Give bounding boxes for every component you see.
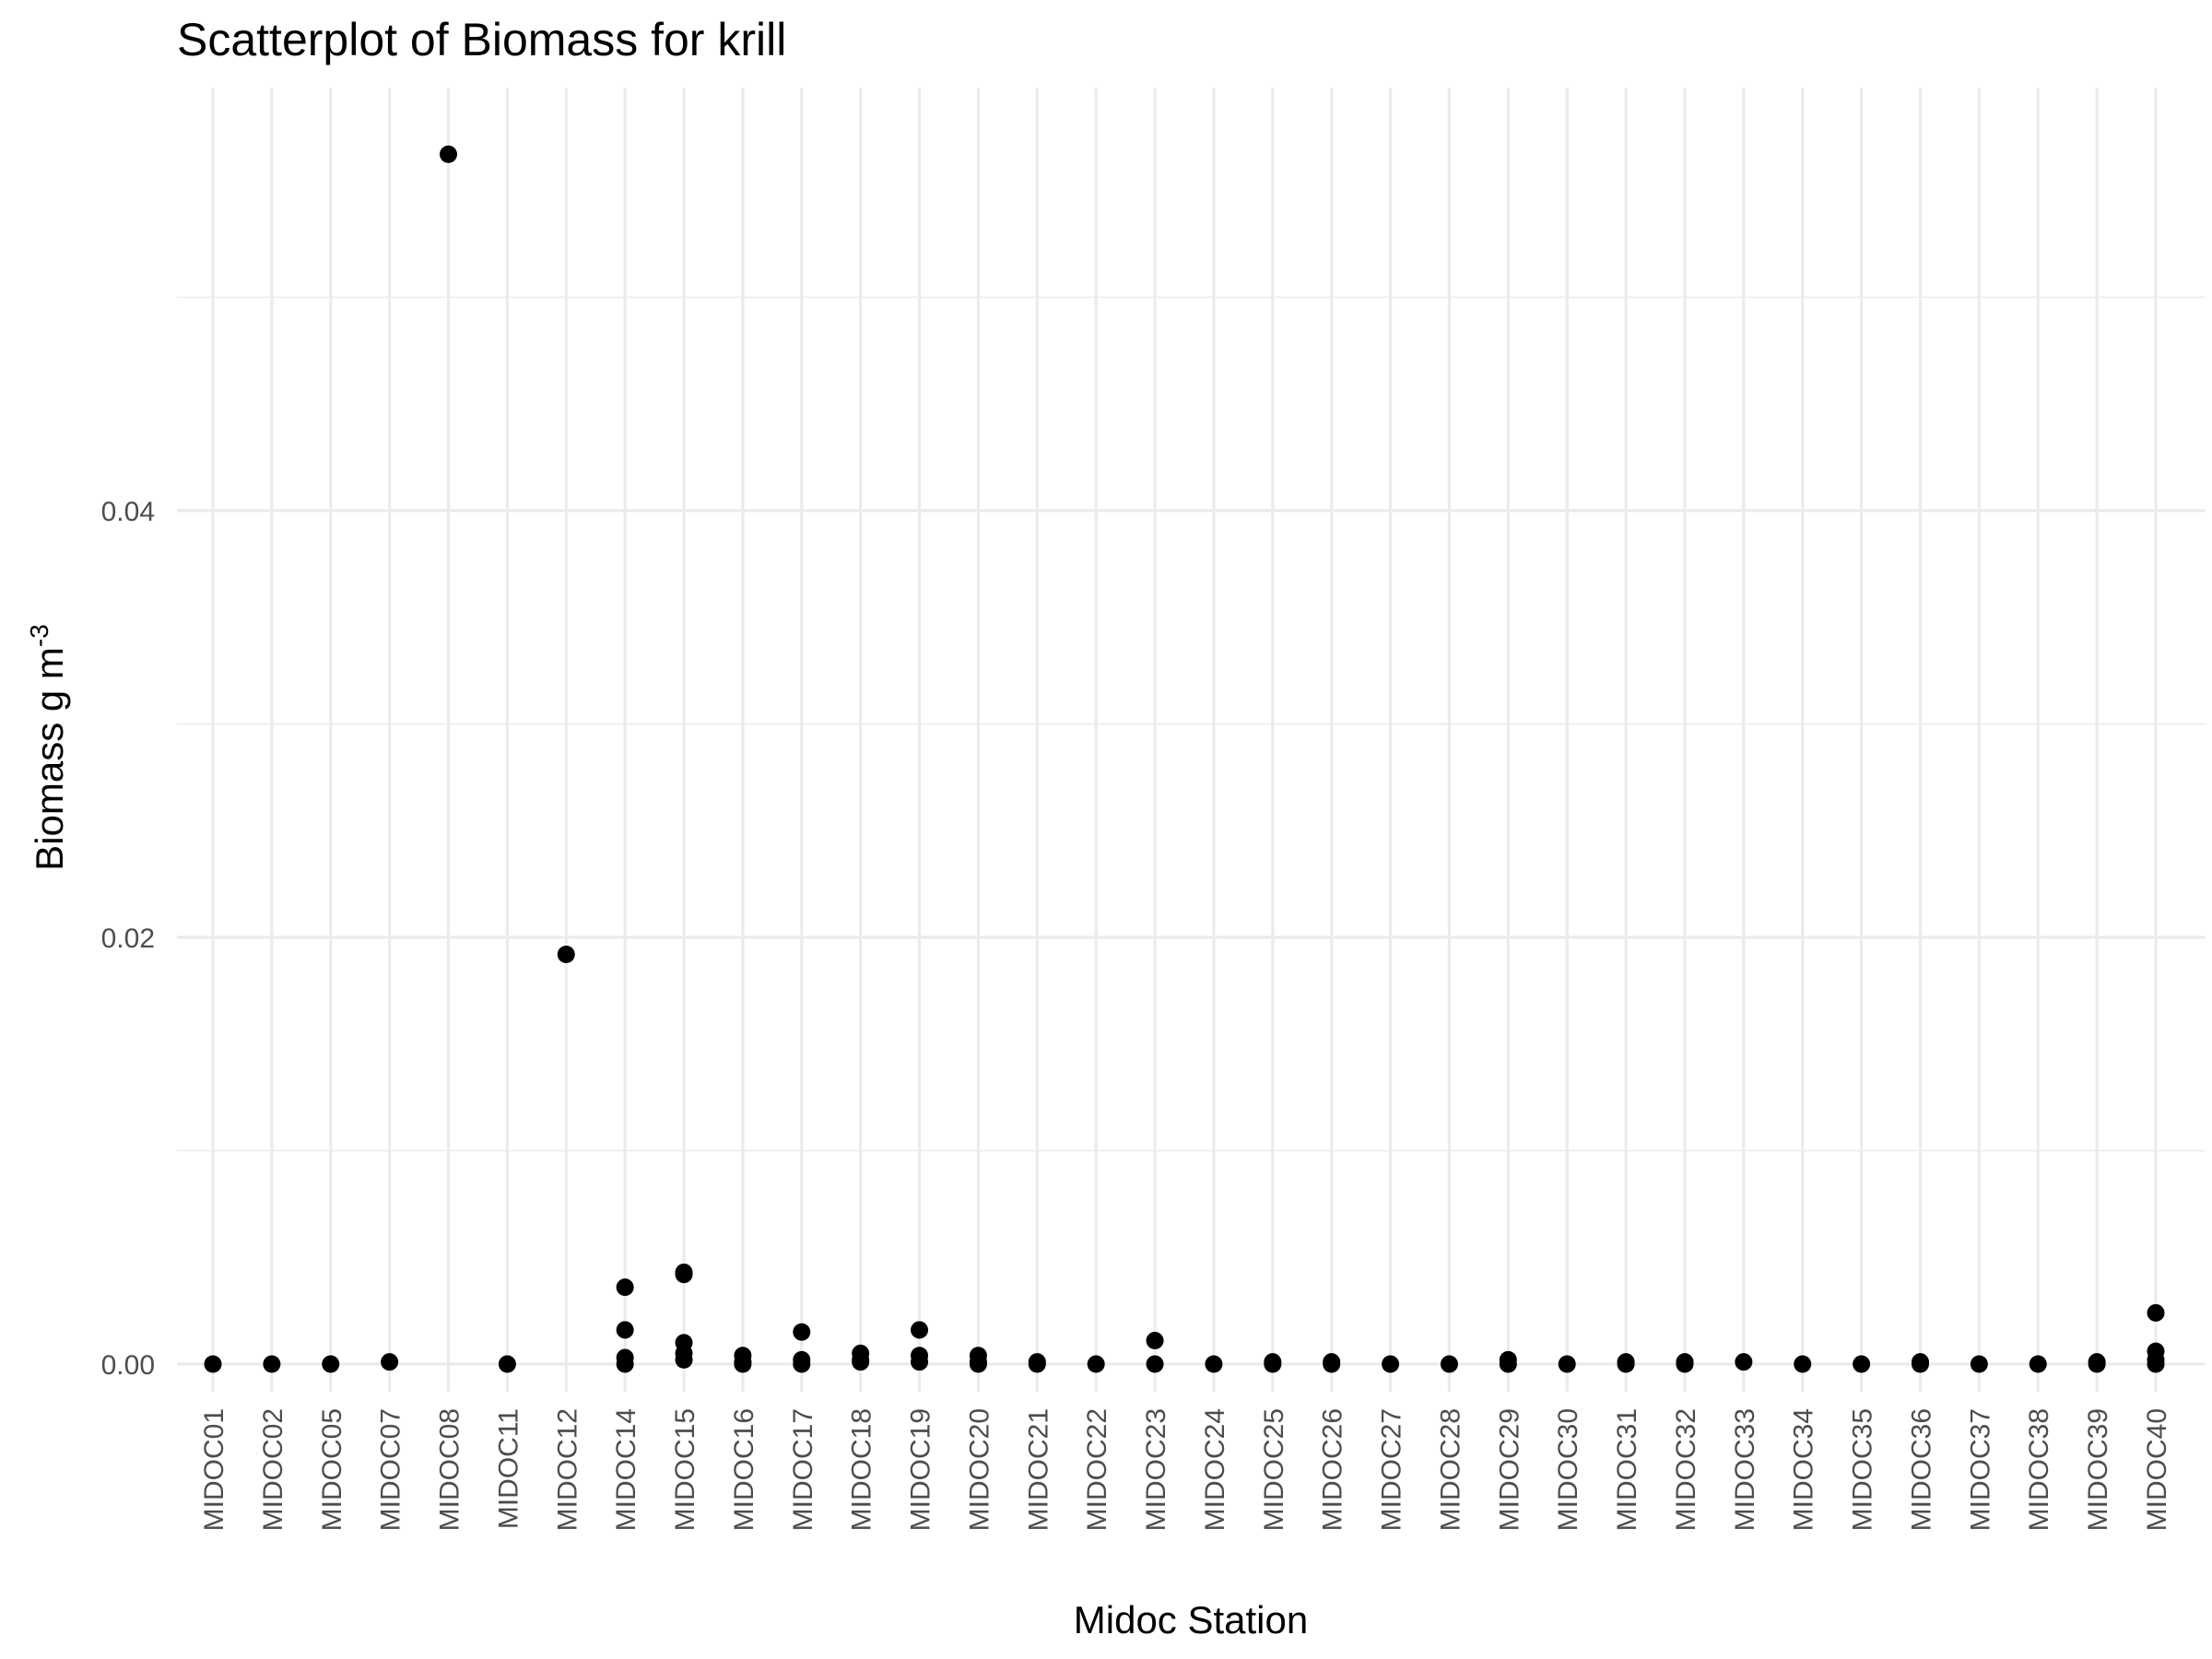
data-point [1264, 1355, 1282, 1373]
x-tick-label: MIDOC39 [2083, 1408, 2113, 1531]
minor-gridlines [177, 296, 2205, 1152]
x-tick-label: MIDOC07 [376, 1408, 406, 1531]
data-point [381, 1353, 399, 1371]
x-tick-label: MIDOC02 [258, 1408, 288, 1531]
x-tick-label: MIDOC16 [729, 1408, 759, 1531]
data-point [1146, 1332, 1164, 1350]
x-axis-tick-labels: MIDOC01 MIDOC02 MIDOC05 MIDOC07 MIDOC08 MIDOC… [199, 1408, 2172, 1531]
data-point [1970, 1355, 1988, 1373]
chart-title: Scatterplot of Biomass for krill [177, 14, 786, 65]
data-point [1440, 1355, 1458, 1373]
data-point [322, 1355, 340, 1373]
data-point [440, 145, 458, 163]
x-tick-label: MIDOC22 [1082, 1408, 1112, 1531]
y-axis-tick-labels: 0.00 0.02 0.04 [101, 497, 155, 1381]
data-point [263, 1355, 281, 1373]
x-tick-label: MIDOC05 [317, 1408, 347, 1531]
y-axis-title-exponent: -3 [25, 624, 53, 647]
x-tick-label: MIDOC12 [552, 1408, 582, 1531]
x-tick-label: MIDOC37 [1965, 1408, 1995, 1531]
data-point [2088, 1355, 2106, 1373]
x-tick-label: MIDOC33 [1730, 1408, 1760, 1531]
data-point [1323, 1355, 1341, 1373]
x-tick-label: MIDOC40 [2142, 1408, 2172, 1531]
data-point [675, 1350, 693, 1369]
x-tick-label: MIDOC32 [1671, 1408, 1701, 1531]
data-point [675, 1265, 693, 1284]
x-tick-label: MIDOC28 [1435, 1408, 1465, 1531]
data-point [1735, 1353, 1753, 1371]
y-tick-label: 0.02 [101, 924, 155, 954]
x-tick-label: MIDOC24 [1200, 1408, 1230, 1531]
data-point [734, 1355, 752, 1373]
y-tick-label: 0.04 [101, 497, 155, 527]
data-point [911, 1321, 929, 1339]
x-tick-label: MIDOC11 [493, 1408, 524, 1529]
data-point [1146, 1355, 1164, 1373]
data-point [1028, 1355, 1046, 1373]
data-point [1205, 1355, 1223, 1373]
x-tick-label: MIDOC25 [1259, 1408, 1289, 1531]
data-point [204, 1355, 222, 1373]
data-point [793, 1323, 811, 1341]
data-point [1794, 1355, 1812, 1373]
x-tick-label: MIDOC21 [1023, 1408, 1053, 1531]
x-tick-label: MIDOC36 [1906, 1408, 1936, 1531]
x-tick-label: MIDOC17 [788, 1408, 818, 1531]
data-point [1617, 1355, 1635, 1373]
data-point [1382, 1355, 1400, 1373]
data-point [616, 1321, 634, 1339]
x-tick-label: MIDOC38 [2024, 1408, 2054, 1531]
data-point [2147, 1303, 2165, 1322]
y-axis-title: Biomass g m-3 [25, 624, 71, 871]
x-tick-label: MIDOC01 [199, 1408, 229, 1531]
data-point [1676, 1355, 1694, 1373]
data-point [1558, 1355, 1576, 1373]
x-tick-label: MIDOC14 [611, 1408, 641, 1531]
data-points [204, 145, 2165, 1373]
x-tick-label: MIDOC29 [1494, 1408, 1524, 1531]
data-point [793, 1355, 811, 1373]
data-point [911, 1353, 929, 1371]
data-point [616, 1278, 634, 1297]
x-tick-label: MIDOC34 [1789, 1408, 1819, 1531]
data-point [1087, 1355, 1105, 1373]
x-tick-label: MIDOC18 [847, 1408, 877, 1531]
x-tick-label: MIDOC35 [1848, 1408, 1878, 1531]
y-tick-label: 0.00 [101, 1350, 155, 1381]
data-point [557, 946, 575, 964]
major-gridlines [177, 88, 2205, 1392]
data-point [1853, 1355, 1871, 1373]
data-point [852, 1353, 870, 1371]
data-point [2147, 1355, 2165, 1373]
x-tick-label: MIDOC15 [670, 1408, 700, 1531]
data-point [616, 1355, 634, 1373]
x-tick-label: MIDOC20 [964, 1408, 994, 1531]
data-point [2029, 1355, 2047, 1373]
data-point [498, 1355, 516, 1373]
data-point [969, 1355, 987, 1373]
x-tick-label: MIDOC08 [435, 1408, 465, 1531]
x-tick-label: MIDOC26 [1318, 1408, 1348, 1531]
x-tick-label: MIDOC30 [1553, 1408, 1583, 1531]
data-point [1499, 1355, 1517, 1373]
x-tick-label: MIDOC27 [1377, 1408, 1407, 1531]
y-axis-title-text: Biomass g m [28, 647, 71, 871]
x-tick-label: MIDOC31 [1612, 1408, 1642, 1531]
x-tick-label: MIDOC23 [1141, 1408, 1171, 1531]
x-axis-title: Midoc Station [1074, 1598, 1308, 1641]
x-tick-label: MIDOC19 [906, 1408, 936, 1531]
data-point [1911, 1355, 1929, 1373]
